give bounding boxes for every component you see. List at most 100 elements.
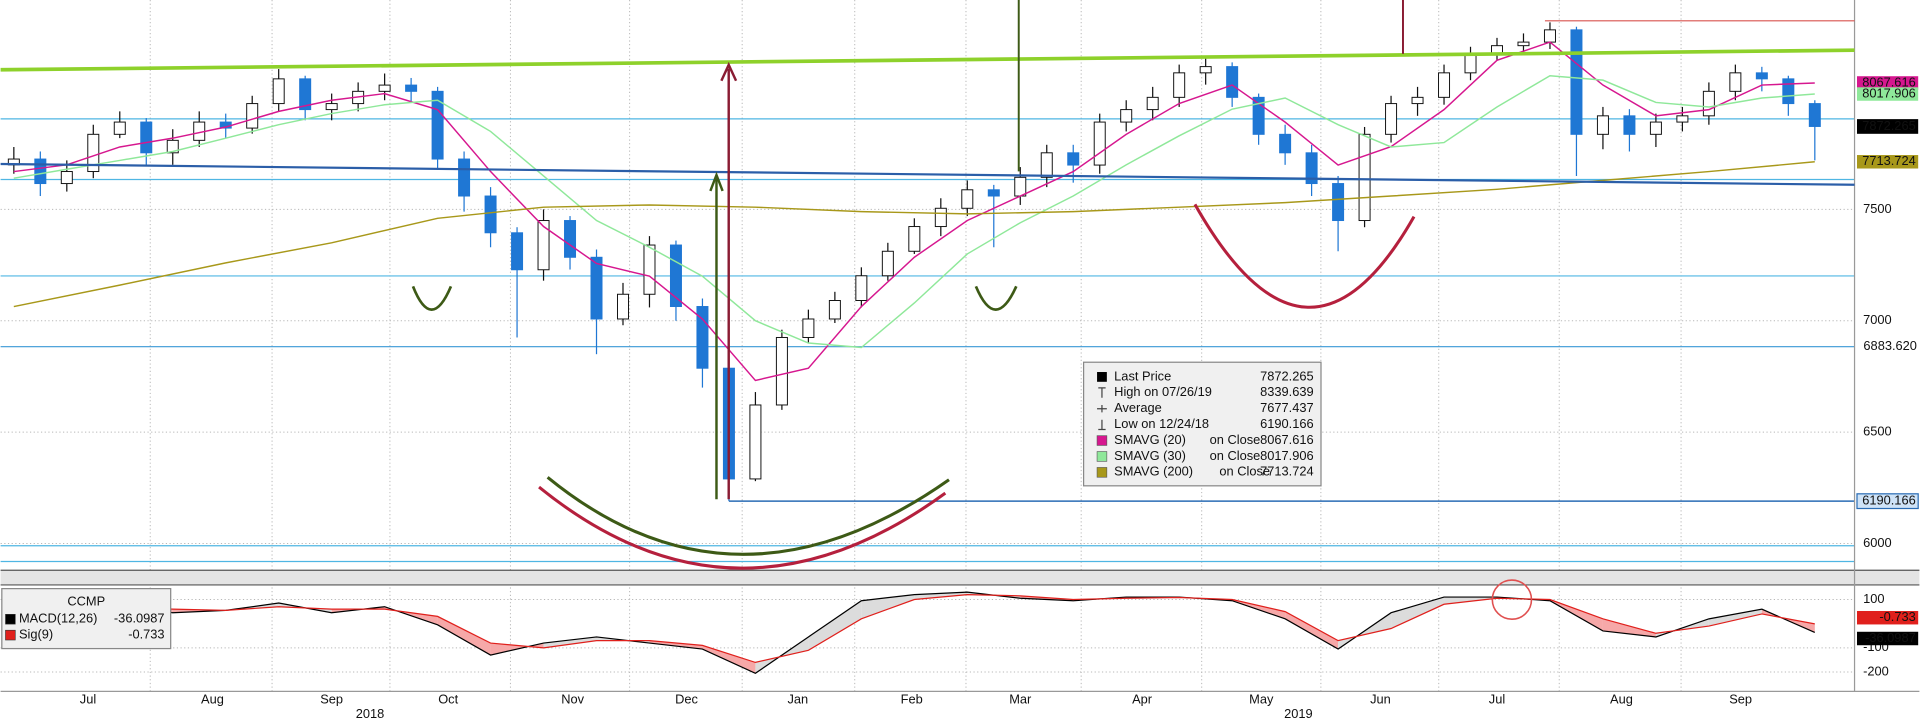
legend-basis: on Close <box>1210 448 1261 463</box>
legend-box <box>1082 361 1322 487</box>
value-tag-text: 7713.724 <box>1862 153 1916 168</box>
candle-body <box>934 207 947 228</box>
legend-label: High on 07/26/19 <box>1114 384 1212 399</box>
candle-body <box>140 121 153 154</box>
candle-body <box>881 250 894 277</box>
legend-value: 8067.616 <box>1260 432 1314 447</box>
candle-body <box>1623 115 1636 135</box>
legend-value: -0.733 <box>128 627 164 642</box>
moving-average <box>13 74 1815 349</box>
candle-body <box>537 220 550 271</box>
candle-body <box>1596 115 1609 135</box>
candle-body <box>1279 133 1292 154</box>
cup-arc <box>546 476 950 556</box>
candle-body <box>643 244 656 295</box>
candle-body <box>802 318 815 338</box>
cup-arc <box>1193 203 1416 309</box>
value-tag <box>1856 76 1919 90</box>
candle-body <box>166 139 179 154</box>
cup-arc <box>538 485 947 570</box>
legend-swatch <box>1096 451 1108 462</box>
year-label: 2019 <box>1284 706 1313 721</box>
legend-swatch <box>1096 435 1108 446</box>
legend-label: SMAVG (30) <box>1114 448 1186 463</box>
macd-fill <box>702 645 756 674</box>
candle-body <box>113 121 126 135</box>
candle-body <box>987 189 1000 197</box>
candle-body <box>1755 72 1768 80</box>
level-label: 6883.620 <box>1863 338 1917 353</box>
candle-body <box>1385 103 1398 135</box>
legend-label: Sig(9) <box>19 627 53 642</box>
candle-body <box>749 404 762 480</box>
candle-body <box>696 306 709 369</box>
candle-body <box>484 195 497 234</box>
legend-swatch <box>5 614 16 625</box>
candle-body <box>775 336 788 406</box>
x-tick-label: Aug <box>1610 691 1633 706</box>
panel-separator <box>0 570 1920 585</box>
value-tag-text: 8067.616 <box>1862 74 1916 89</box>
macd-legend: CCMP MACD(12,26) -36.0987 Sig(9) -0.733 <box>1 588 172 650</box>
x-tick-label: Jan <box>787 691 808 706</box>
value-tag <box>1856 610 1919 625</box>
candle-body <box>1702 90 1715 117</box>
x-tick-label: Feb <box>901 691 923 706</box>
legend-icon <box>1098 419 1106 431</box>
macd-fill <box>1285 611 1339 650</box>
candle-body <box>34 158 47 185</box>
y-tick-label: 6500 <box>1863 424 1892 439</box>
value-tag <box>1856 493 1919 510</box>
candle-body <box>855 275 868 301</box>
y-tick-label: -200 <box>1863 663 1889 678</box>
x-tick-label: Jul <box>1489 691 1505 706</box>
candle-body <box>1199 66 1212 74</box>
axis-tags: 6000650070007500100-100-2006883.6208067.… <box>1856 74 1919 678</box>
x-tick-label: Dec <box>675 691 698 706</box>
legend-basis: on Close <box>1219 464 1270 479</box>
legend-icon <box>1097 405 1107 413</box>
legend-label: SMAVG (200) <box>1114 464 1193 479</box>
candle-body <box>1014 176 1027 197</box>
candle-body <box>1411 96 1424 105</box>
legend-label: MACD(12,26) <box>19 611 97 626</box>
grid: Jul Aug Sep Oct Nov Dec Jan Feb Mar Apr May Jun Jul A… <box>0 0 1855 721</box>
shoulder-arc <box>974 285 1018 311</box>
legend-swatch <box>1097 372 1107 382</box>
candle-body <box>1067 152 1080 166</box>
legend-value: 8017.906 <box>1260 448 1314 463</box>
legend-value: 8339.639 <box>1260 384 1314 399</box>
candle-body <box>1040 152 1053 178</box>
candle-body <box>1173 72 1186 98</box>
candle-body <box>60 171 73 185</box>
candle-body <box>590 256 603 320</box>
candle-body <box>1570 29 1583 135</box>
x-tick-label: Apr <box>1132 691 1153 706</box>
value-tag <box>1856 87 1919 101</box>
candle-body <box>431 90 444 160</box>
candle-body <box>1464 53 1477 74</box>
legend-value: 7677.437 <box>1260 400 1314 415</box>
macd-fill <box>437 616 491 656</box>
legend-label: Low on 12/24/18 <box>1114 416 1209 431</box>
candle-body <box>1782 78 1795 105</box>
candle-body <box>272 78 285 105</box>
candle-body <box>1305 152 1318 185</box>
x-tick-label: Aug <box>201 691 224 706</box>
support-line <box>0 162 1855 186</box>
candle-body <box>616 293 629 320</box>
candle-body <box>378 84 391 92</box>
value-tag <box>1856 155 1919 169</box>
macd-fill <box>1391 597 1445 629</box>
candle-body <box>1146 96 1159 111</box>
candle-body <box>908 226 921 252</box>
candle-body <box>1226 66 1239 98</box>
legend-value: -36.0987 <box>114 611 165 626</box>
macd-fill <box>808 600 862 651</box>
annotations <box>0 0 1855 621</box>
plot <box>0 22 1855 674</box>
candle-body <box>299 78 312 111</box>
